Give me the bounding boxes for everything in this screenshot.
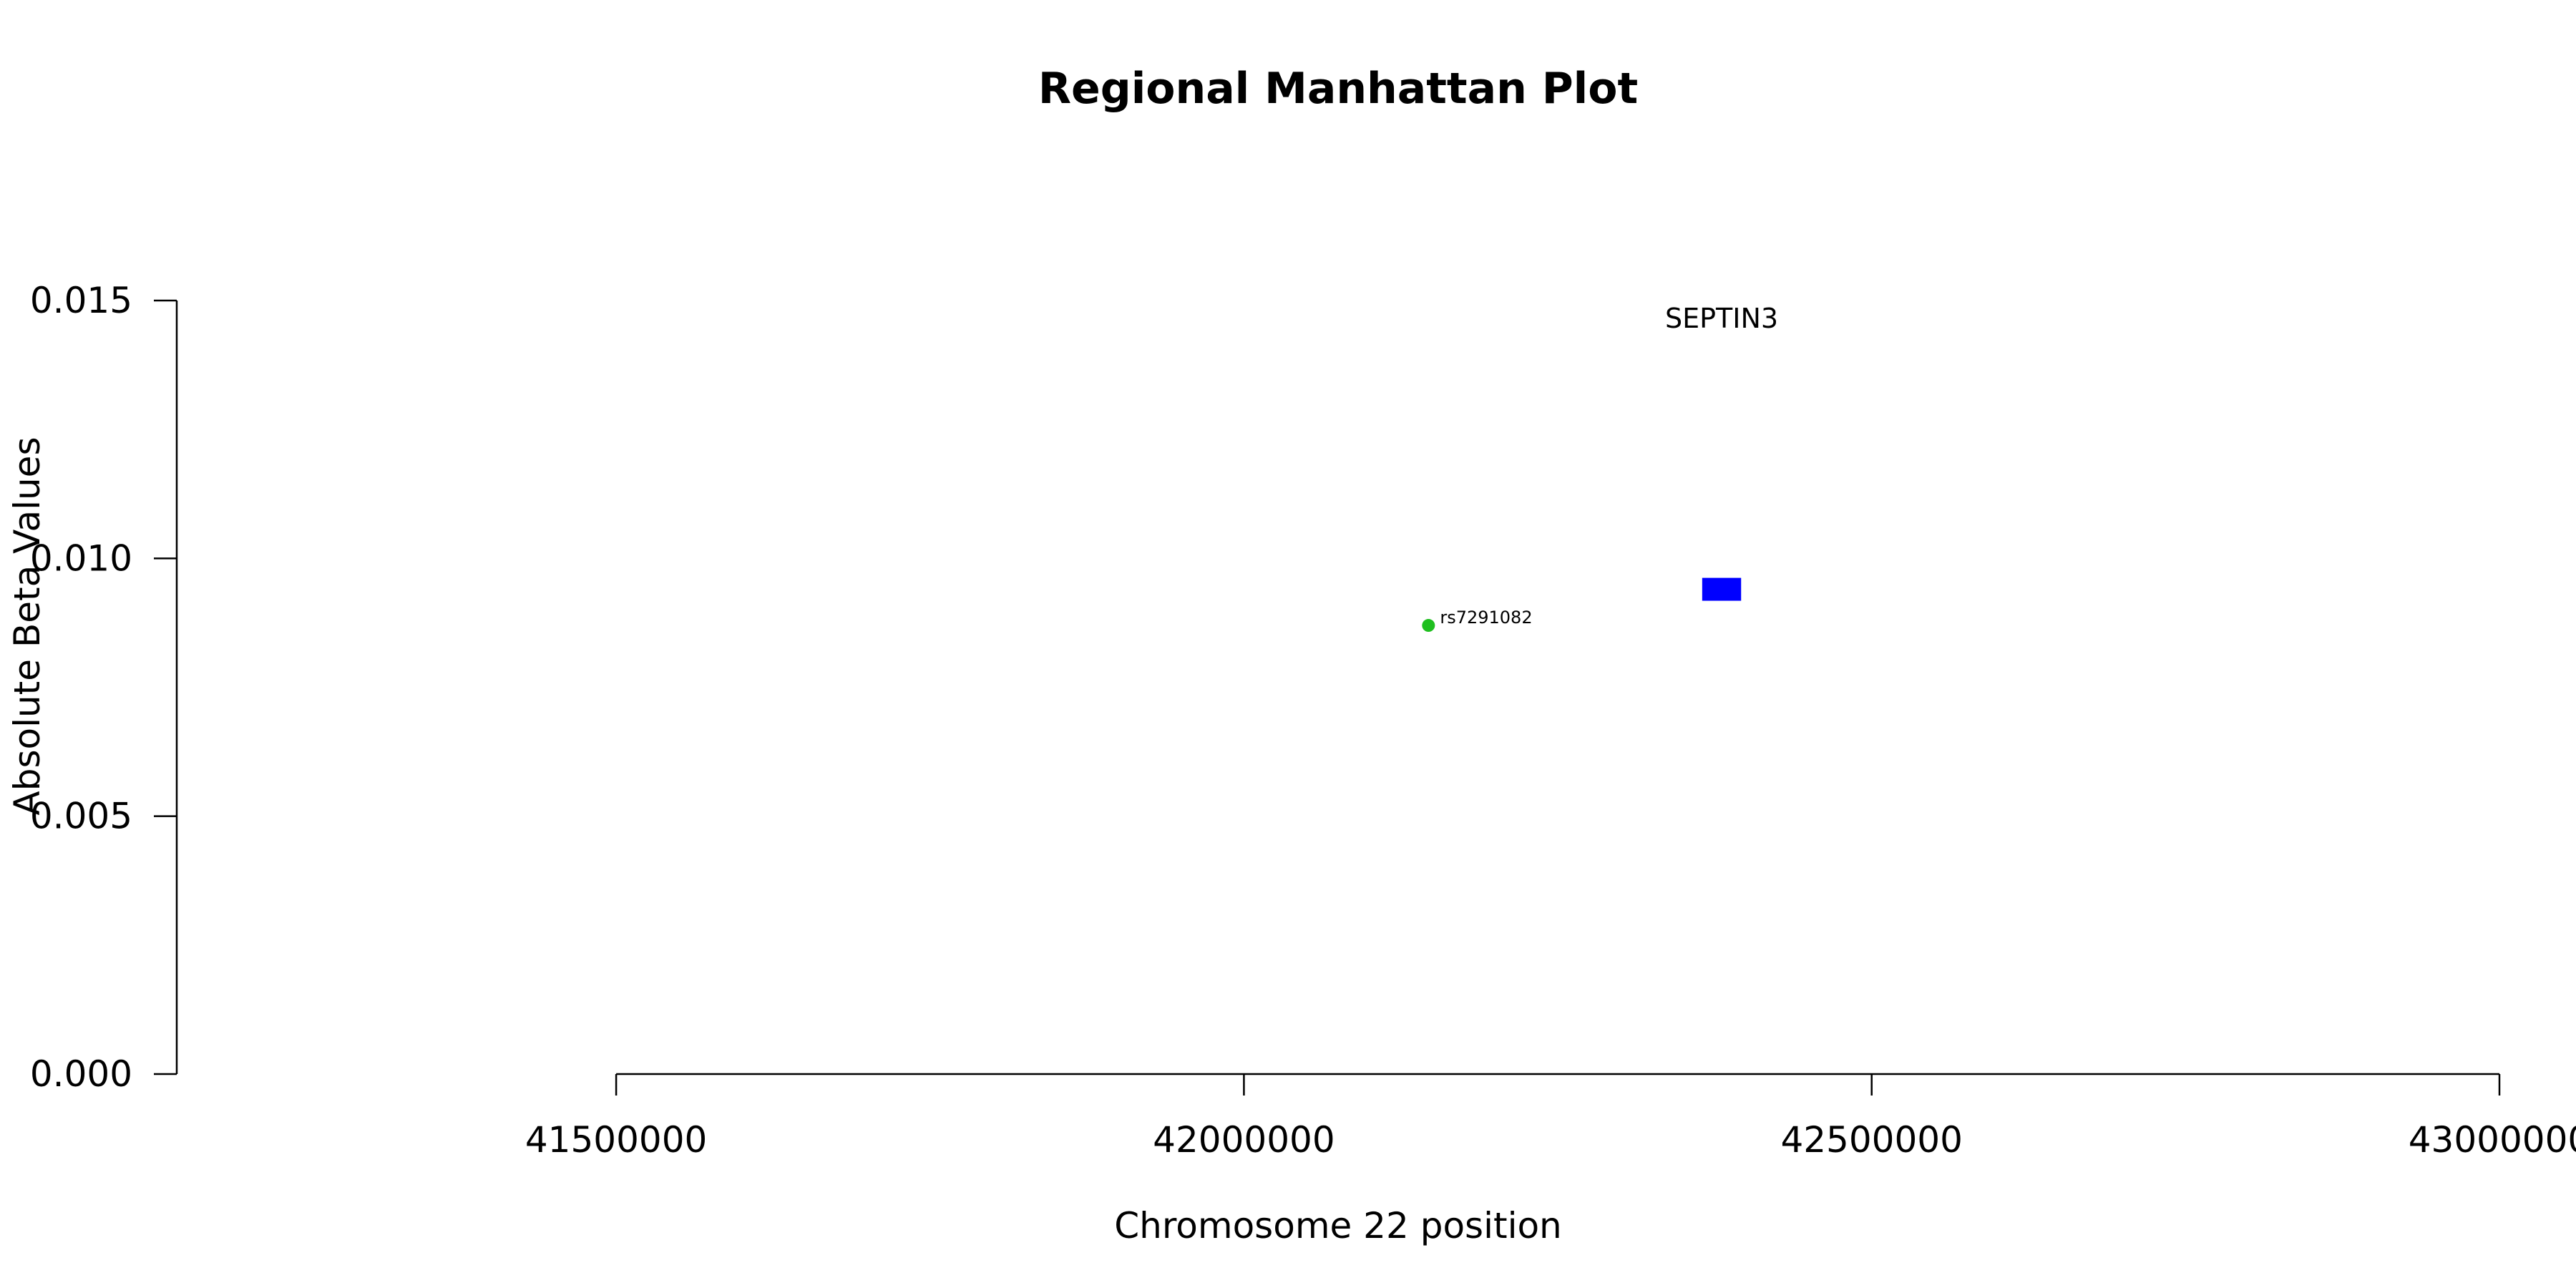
gene-block <box>1702 577 1742 601</box>
y-tick-label: 0.015 <box>30 280 132 321</box>
snp-points: rs7291082 <box>1422 608 1533 633</box>
gene-label: SEPTIN3 <box>1665 303 1778 334</box>
x-axis-label: Chromosome 22 position <box>1114 1205 1562 1246</box>
y-tick-label: 0.005 <box>30 796 132 837</box>
y-axis-label: Absolute Beta Values <box>6 437 48 816</box>
y-tick-label: 0.000 <box>30 1053 132 1095</box>
chart-title: Regional Manhattan Plot <box>1038 64 1638 114</box>
x-tick-label: 42500000 <box>1780 1119 1963 1161</box>
y-tick-label: 0.010 <box>30 537 132 579</box>
snp-point <box>1422 619 1435 633</box>
x-tick-label: 42000000 <box>1153 1119 1335 1161</box>
snp-point-label: rs7291082 <box>1440 608 1532 628</box>
x-axis: 41500000 42000000 42500000 43000000 <box>525 1073 2576 1161</box>
x-tick-label: 43000000 <box>2409 1119 2576 1161</box>
y-axis: 0.000 0.005 0.010 0.015 <box>30 280 178 1095</box>
x-tick-label: 41500000 <box>525 1119 708 1161</box>
gene-track: SEPTIN3 <box>1665 303 1778 601</box>
